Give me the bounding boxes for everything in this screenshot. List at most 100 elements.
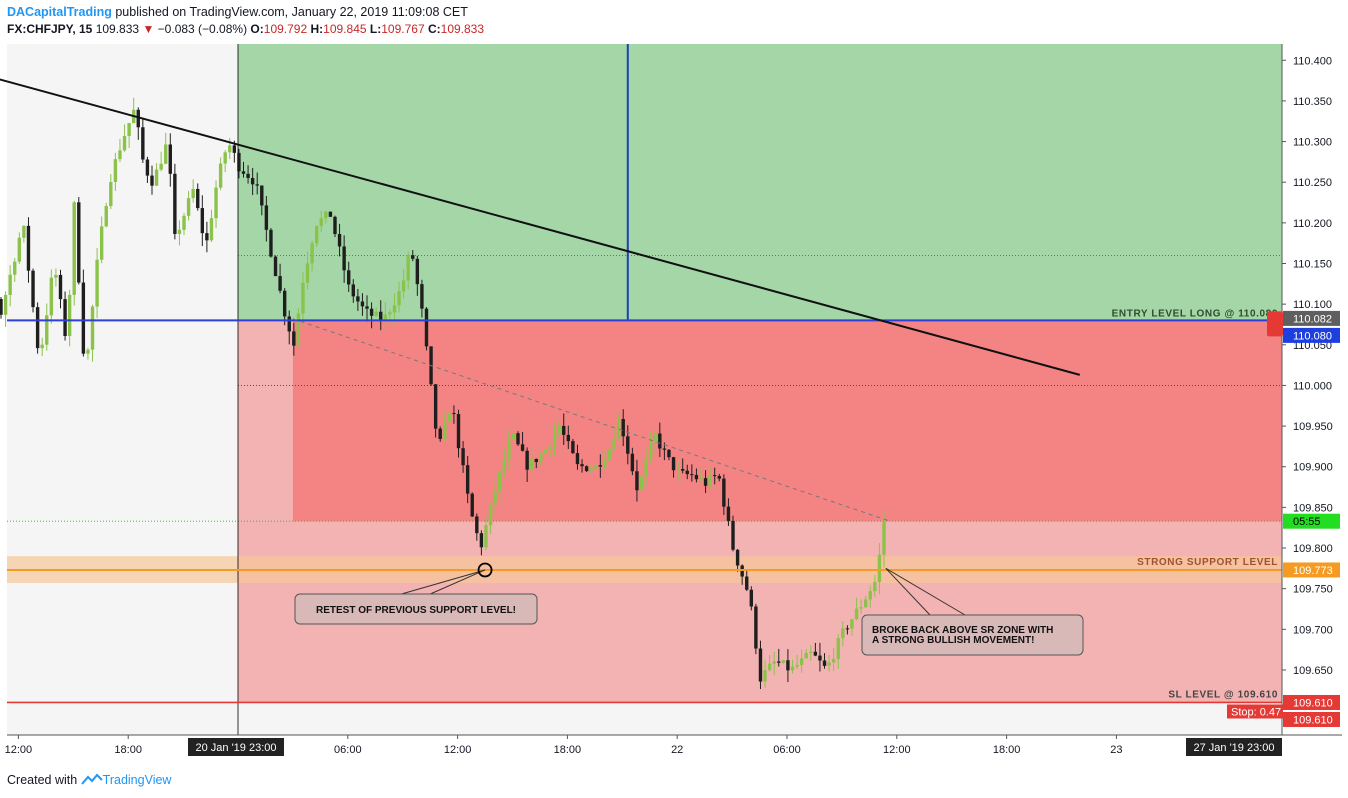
candle-body bbox=[438, 428, 442, 439]
candle-body bbox=[90, 306, 95, 350]
symbol-name[interactable]: FX:CHFJPY, 15 bbox=[7, 22, 93, 36]
candle-body bbox=[790, 666, 795, 671]
candle-body bbox=[804, 653, 808, 659]
candle-body bbox=[49, 277, 54, 316]
candle-body bbox=[360, 301, 365, 307]
candle-body bbox=[516, 433, 520, 445]
candle-body bbox=[493, 492, 497, 505]
candle-body bbox=[159, 163, 163, 170]
time-tick-label: 06:00 bbox=[334, 744, 362, 756]
price-tick-label: 110.350 bbox=[1293, 96, 1332, 108]
candle-body bbox=[685, 470, 689, 475]
candle-body bbox=[365, 306, 369, 309]
candle-body bbox=[141, 127, 145, 160]
candle-body bbox=[406, 255, 410, 281]
candle-body bbox=[767, 663, 772, 671]
time-tick-label: 12:00 bbox=[444, 744, 472, 756]
candle-body bbox=[164, 144, 168, 164]
candle-body bbox=[603, 460, 607, 467]
entry-price-badge-text: 110.080 bbox=[1293, 330, 1332, 342]
stop-zone-filled bbox=[292, 320, 1282, 522]
candle-body bbox=[104, 206, 108, 227]
candle-body bbox=[31, 270, 35, 308]
price-tick-label: 110.000 bbox=[1293, 380, 1332, 392]
candle-body bbox=[67, 294, 72, 337]
candle-body bbox=[305, 263, 310, 283]
candle-body bbox=[507, 439, 511, 460]
candle-body bbox=[644, 459, 648, 477]
candle-body bbox=[722, 478, 726, 507]
candle-body bbox=[694, 474, 699, 480]
support-price-badge bbox=[1283, 562, 1340, 578]
candle-body bbox=[594, 465, 598, 469]
candle-body bbox=[786, 660, 790, 671]
candle-body bbox=[173, 173, 177, 234]
candle-body bbox=[763, 670, 767, 682]
candle-body bbox=[228, 145, 232, 153]
candle-body bbox=[237, 152, 241, 172]
candle-body bbox=[127, 123, 131, 137]
author-link[interactable]: DACapitalTrading bbox=[7, 5, 112, 19]
time-tick-label: 12:00 bbox=[5, 744, 33, 756]
candle-body bbox=[122, 136, 127, 151]
candle-body bbox=[475, 516, 479, 534]
entry-price-badge bbox=[1283, 327, 1340, 343]
candle-body bbox=[214, 187, 218, 219]
candle-body bbox=[511, 433, 516, 440]
candle-body bbox=[26, 225, 31, 271]
start-time-badge bbox=[188, 738, 284, 756]
published-text: published on TradingView.com, January 22… bbox=[115, 5, 468, 19]
candle-body bbox=[562, 425, 566, 435]
candle-body bbox=[877, 554, 882, 583]
candle-body bbox=[534, 458, 538, 463]
candle-body bbox=[77, 202, 81, 283]
candle-body bbox=[150, 175, 154, 186]
price-tick-label: 109.850 bbox=[1293, 502, 1333, 514]
price-tick-label: 110.300 bbox=[1293, 137, 1332, 149]
candle-body bbox=[379, 311, 383, 321]
candle-body bbox=[635, 471, 639, 491]
retest-circle bbox=[477, 562, 493, 578]
high-value: 109.845 bbox=[323, 22, 367, 36]
candle-body bbox=[809, 651, 813, 654]
time-tick-label: 23 bbox=[1110, 744, 1122, 756]
candle-body bbox=[831, 659, 836, 663]
candle-body bbox=[301, 282, 305, 314]
candle-body bbox=[81, 282, 86, 354]
created-with-text: Created with bbox=[7, 773, 78, 787]
candle-body bbox=[99, 226, 104, 260]
dashed-trendline bbox=[292, 318, 888, 521]
price-tick-label: 109.950 bbox=[1293, 421, 1333, 433]
last-price-badge bbox=[1283, 310, 1340, 326]
candle-body bbox=[177, 229, 182, 234]
candle-body bbox=[118, 150, 122, 160]
candle-body bbox=[443, 420, 447, 439]
candle-body bbox=[863, 599, 868, 608]
footer: Created with TradingView bbox=[7, 773, 171, 787]
candle-body bbox=[639, 476, 644, 491]
candle-body bbox=[250, 177, 255, 185]
callout-leader-line bbox=[885, 568, 931, 616]
candle-body bbox=[745, 576, 749, 590]
candle-body bbox=[401, 280, 406, 292]
candle-body bbox=[424, 308, 429, 347]
candle-body bbox=[273, 256, 278, 277]
candle-body bbox=[845, 628, 850, 630]
candle-body bbox=[154, 169, 159, 186]
high-label: H: bbox=[310, 22, 324, 36]
candle-body bbox=[58, 274, 63, 300]
candle-body bbox=[232, 145, 237, 153]
price-tick-label: 109.800 bbox=[1293, 543, 1333, 555]
candle-body bbox=[772, 661, 776, 664]
tradingview-brand[interactable]: TradingView bbox=[102, 773, 172, 787]
candle-body bbox=[374, 311, 378, 316]
candle-body bbox=[22, 225, 26, 238]
candle-body bbox=[818, 655, 822, 661]
candle-body bbox=[415, 258, 420, 285]
candle-body bbox=[488, 504, 493, 526]
open-value: 109.792 bbox=[263, 22, 308, 36]
candle-body bbox=[63, 299, 67, 337]
candle-body bbox=[86, 349, 90, 354]
candle-body bbox=[182, 215, 186, 230]
